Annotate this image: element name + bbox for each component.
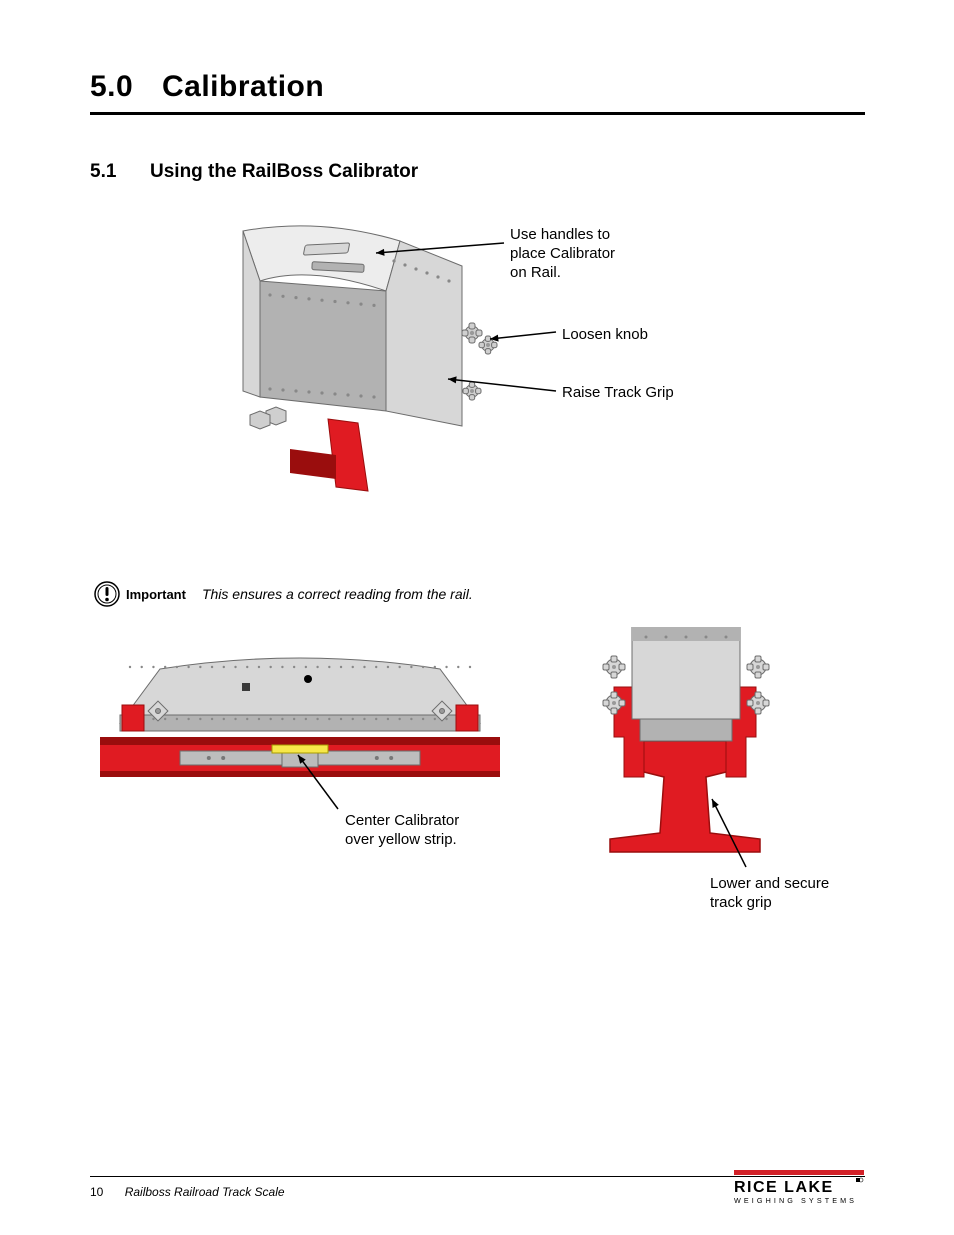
calibrator-illustration-top [90, 211, 865, 531]
section-title: Calibration [162, 70, 324, 103]
subsection-title: Using the RailBoss Calibrator [150, 161, 418, 182]
svg-text:RICE LAKE: RICE LAKE [734, 1179, 834, 1196]
subsection-number: 5.1 [90, 161, 150, 183]
callout-grip: Raise Track Grip [562, 384, 674, 403]
figure-calibrator-side-views: Center Calibratorover yellow strip. Lowe… [90, 627, 865, 927]
figure-calibrator-on-rail: Use handles toplace Calibratoron Rail. L… [90, 211, 865, 531]
subsection-heading: 5.1Using the RailBoss Calibrator [90, 161, 865, 183]
footer-logo: RICE LAKE WEIGHING SYSTEMS [734, 1170, 864, 1211]
svg-text:WEIGHING SYSTEMS: WEIGHING SYSTEMS [734, 1196, 857, 1205]
callout-center: Center Calibratorover yellow strip. [345, 812, 459, 850]
important-icon [94, 581, 120, 607]
footer-left: 10 Railboss Railroad Track Scale [90, 1185, 285, 1199]
doc-title: Railboss Railroad Track Scale [125, 1185, 285, 1199]
important-text: This ensures a correct reading from the … [202, 586, 473, 602]
page-number: 10 [90, 1185, 103, 1199]
important-label: Important [126, 587, 186, 602]
important-note: Important This ensures a correct reading… [94, 581, 865, 607]
section-number: 5.0 [90, 70, 162, 104]
callout-handles: Use handles toplace Calibratoron Rail. [510, 226, 615, 282]
callout-lower-grip: Lower and securetrack grip [710, 875, 829, 913]
section-heading: 5.0Calibration [90, 70, 865, 115]
callout-knob: Loosen knob [562, 326, 648, 345]
